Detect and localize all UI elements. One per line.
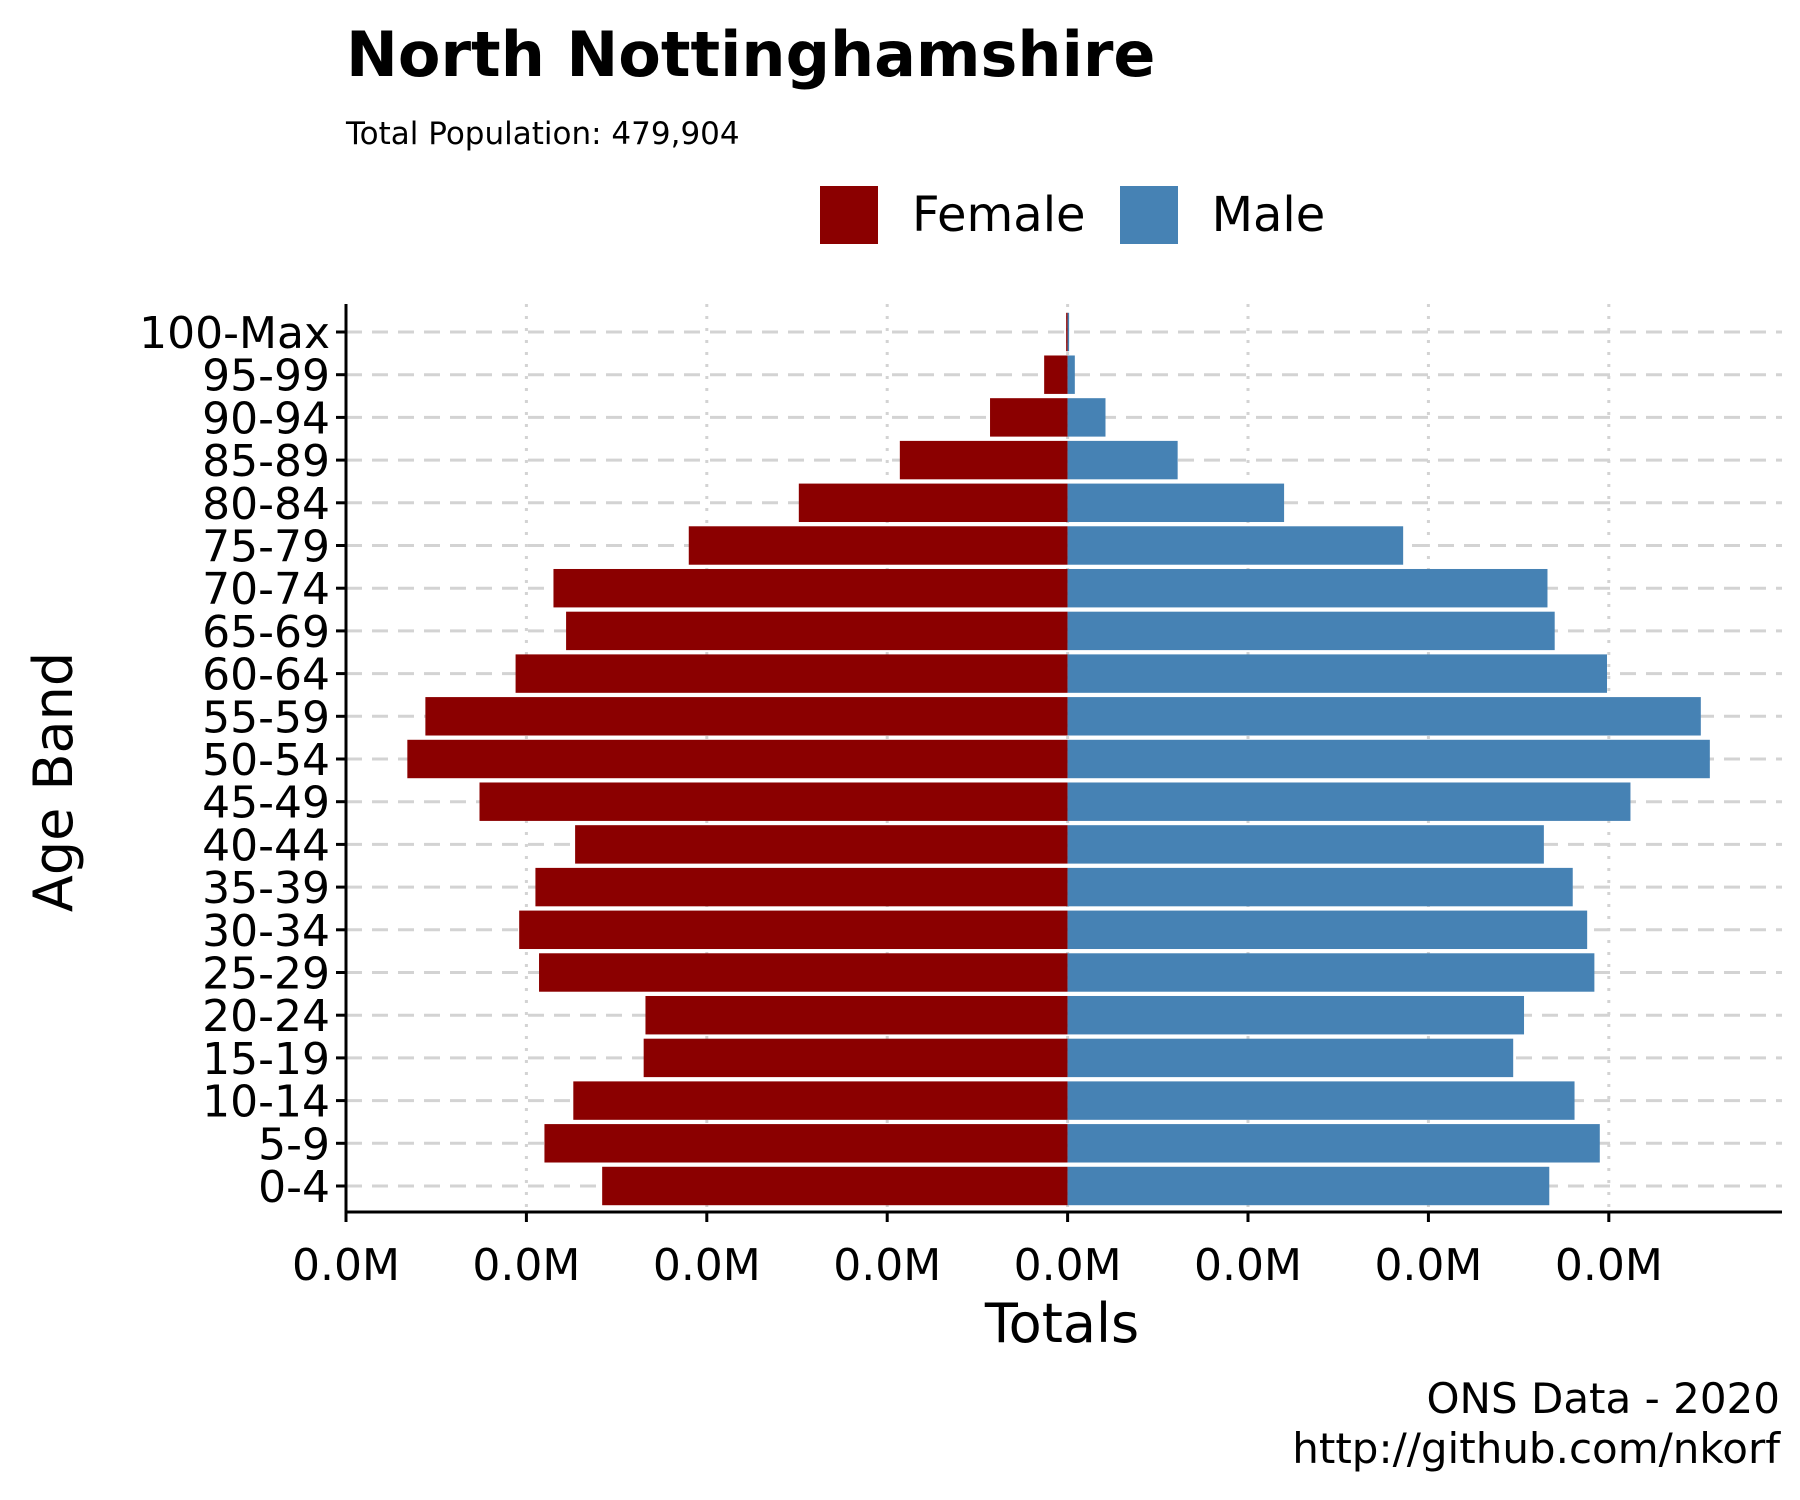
bar-female-70-74 bbox=[553, 568, 1068, 608]
y-tick-label: 40-44 bbox=[202, 820, 330, 871]
legend-label-female: Female bbox=[912, 187, 1086, 243]
bar-male-60-64 bbox=[1067, 654, 1608, 693]
y-tick-label: 80-84 bbox=[202, 479, 330, 530]
y-tick-label: 45-49 bbox=[202, 778, 330, 829]
bar-male-55-59 bbox=[1067, 697, 1701, 736]
chart-subtitle: Total Population: 479,904 bbox=[346, 116, 740, 152]
bar-female-55-59 bbox=[425, 697, 1068, 736]
y-tick-label: 75-79 bbox=[202, 522, 330, 573]
x-tick-label: 0.0M bbox=[653, 1240, 761, 1291]
legend-key-male bbox=[1119, 186, 1178, 244]
y-tick-label: 30-34 bbox=[202, 906, 330, 957]
bar-male-25-29 bbox=[1067, 953, 1595, 992]
bar-female-10-14 bbox=[573, 1081, 1068, 1120]
bar-female-25-29 bbox=[539, 953, 1068, 992]
bar-male-50-54 bbox=[1067, 739, 1710, 779]
y-tick-label: 95-99 bbox=[202, 351, 330, 402]
bar-female-100-Max bbox=[1066, 312, 1068, 352]
legend: Female Male bbox=[820, 184, 1359, 246]
y-tick-label: 60-64 bbox=[202, 650, 330, 701]
legend-key-female bbox=[820, 186, 878, 244]
bar-female-15-19 bbox=[643, 1038, 1068, 1078]
bar-female-45-49 bbox=[479, 782, 1068, 821]
caption: ONS Data - 2020 http://github.com/nkorf bbox=[1292, 1374, 1780, 1474]
y-axis-title: Age Band bbox=[22, 652, 85, 912]
bar-male-90-94 bbox=[1067, 398, 1106, 437]
bar-female-80-84 bbox=[798, 483, 1068, 523]
x-tick-label: 0.0M bbox=[833, 1240, 941, 1291]
bar-male-10-14 bbox=[1067, 1081, 1575, 1120]
y-tick-label: 10-14 bbox=[202, 1077, 330, 1128]
y-tick-label: 85-89 bbox=[202, 436, 330, 487]
bar-female-20-24 bbox=[645, 995, 1068, 1035]
bar-male-100-Max bbox=[1067, 312, 1070, 352]
bar-male-20-24 bbox=[1067, 995, 1525, 1035]
y-tick-label: 90-94 bbox=[202, 393, 330, 444]
x-tick-label: 0.0M bbox=[1014, 1240, 1122, 1291]
bar-male-35-39 bbox=[1067, 867, 1573, 907]
bar-female-85-89 bbox=[899, 440, 1068, 480]
bar-male-65-69 bbox=[1067, 611, 1555, 651]
bar-male-30-34 bbox=[1067, 910, 1588, 950]
x-tick-label: 0.0M bbox=[1555, 1240, 1663, 1291]
axes: 0-45-910-1415-1920-2425-2930-3435-3940-4… bbox=[139, 304, 1782, 1291]
bar-female-35-39 bbox=[535, 867, 1068, 907]
y-tick-label: 65-69 bbox=[202, 607, 330, 658]
bar-male-40-44 bbox=[1067, 825, 1544, 864]
legend-item-female: Female bbox=[820, 186, 1086, 244]
bar-female-90-94 bbox=[990, 398, 1068, 437]
bar-female-50-54 bbox=[407, 739, 1068, 779]
bar-male-15-19 bbox=[1067, 1038, 1514, 1078]
x-tick-label: 0.0M bbox=[472, 1240, 580, 1291]
bars bbox=[407, 312, 1710, 1206]
legend-item-male: Male bbox=[1119, 186, 1326, 244]
y-tick-label: 70-74 bbox=[202, 564, 330, 615]
bar-female-75-79 bbox=[688, 526, 1068, 565]
bar-female-40-44 bbox=[575, 825, 1068, 864]
bar-female-65-69 bbox=[566, 611, 1068, 651]
bar-female-0-4 bbox=[602, 1166, 1068, 1206]
x-tick-label: 0.0M bbox=[292, 1240, 400, 1291]
x-tick-label: 0.0M bbox=[1374, 1240, 1482, 1291]
y-tick-label: 20-24 bbox=[202, 991, 330, 1042]
y-tick-label: 55-59 bbox=[202, 692, 330, 743]
bar-male-80-84 bbox=[1067, 483, 1285, 523]
caption-source: ONS Data - 2020 bbox=[1426, 1374, 1780, 1423]
y-tick-label: 25-29 bbox=[202, 949, 330, 1000]
y-tick-label: 5-9 bbox=[258, 1119, 330, 1170]
y-tick-label: 0-4 bbox=[258, 1162, 330, 1213]
caption-url: http://github.com/nkorf bbox=[1292, 1424, 1780, 1473]
bar-male-95-99 bbox=[1067, 355, 1075, 394]
chart-title: North Nottinghamshire bbox=[346, 18, 1156, 91]
x-axis-title: Totals bbox=[984, 1292, 1139, 1355]
bar-male-75-79 bbox=[1067, 526, 1404, 565]
bar-male-5-9 bbox=[1067, 1124, 1600, 1163]
legend-label-male: Male bbox=[1211, 187, 1326, 243]
y-tick-label: 50-54 bbox=[202, 735, 330, 786]
y-tick-label: 15-19 bbox=[202, 1034, 330, 1085]
y-tick-label: 35-39 bbox=[202, 863, 330, 914]
bar-male-70-74 bbox=[1067, 568, 1548, 608]
bar-female-30-34 bbox=[519, 910, 1068, 950]
bar-male-85-89 bbox=[1067, 440, 1178, 480]
bar-female-5-9 bbox=[544, 1124, 1068, 1163]
bar-female-60-64 bbox=[515, 654, 1068, 693]
x-tick-label: 0.0M bbox=[1194, 1240, 1302, 1291]
bar-male-0-4 bbox=[1067, 1166, 1550, 1206]
y-tick-label: 100-Max bbox=[139, 308, 330, 359]
bar-male-45-49 bbox=[1067, 782, 1631, 821]
bar-female-95-99 bbox=[1044, 355, 1068, 394]
